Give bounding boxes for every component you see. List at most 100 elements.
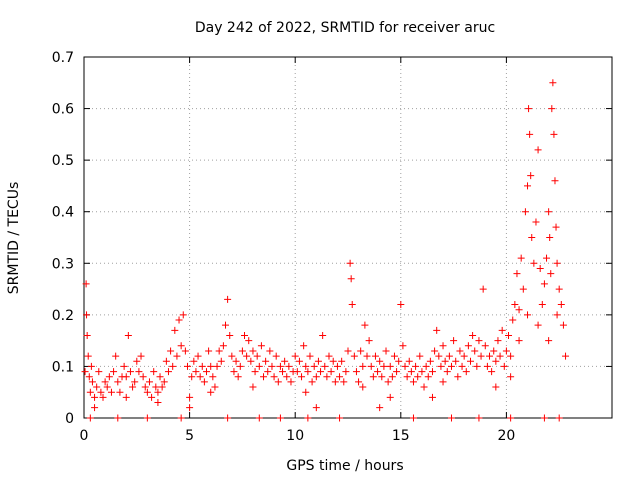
data-point — [545, 208, 553, 216]
data-point — [433, 326, 441, 334]
data-point — [562, 352, 570, 360]
data-point — [494, 337, 502, 345]
data-point — [116, 388, 124, 396]
data-point — [399, 342, 407, 350]
data-point — [177, 342, 185, 350]
data-point — [224, 414, 232, 422]
y-tick-label: 0.4 — [52, 205, 74, 221]
data-point — [502, 347, 510, 355]
data-point — [479, 285, 487, 293]
data-point — [439, 342, 447, 350]
y-tick-label: 0.6 — [52, 102, 74, 118]
data-point — [306, 352, 314, 360]
data-point — [283, 373, 291, 381]
data-point — [164, 368, 172, 376]
data-point — [105, 373, 113, 381]
data-point — [527, 172, 535, 180]
data-point — [302, 388, 310, 396]
data-point — [431, 347, 439, 355]
data-point — [236, 362, 244, 370]
data-point — [186, 393, 194, 401]
data-point — [238, 347, 246, 355]
data-point — [217, 357, 225, 365]
y-tick-label: 0.1 — [52, 359, 74, 375]
data-point — [262, 357, 270, 365]
data-point — [120, 362, 128, 370]
data-point — [344, 347, 352, 355]
data-point — [462, 368, 470, 376]
data-point — [524, 182, 532, 190]
data-point — [424, 373, 432, 381]
data-point — [376, 404, 384, 412]
data-point — [540, 414, 548, 422]
data-point — [207, 388, 215, 396]
data-point — [293, 368, 301, 376]
data-point — [557, 301, 565, 309]
data-point — [331, 378, 339, 386]
data-point — [298, 373, 306, 381]
data-point — [507, 352, 515, 360]
data-point — [486, 352, 494, 360]
data-point — [407, 368, 415, 376]
data-point — [249, 383, 257, 391]
data-point — [507, 373, 515, 381]
data-point — [350, 352, 358, 360]
data-point — [473, 362, 481, 370]
data-point — [475, 337, 483, 345]
data-point — [403, 373, 411, 381]
data-point — [555, 414, 563, 422]
data-point — [548, 105, 556, 113]
data-point — [228, 352, 236, 360]
y-tick-label: 0.5 — [52, 153, 74, 169]
data-point — [213, 362, 221, 370]
data-point — [534, 146, 542, 154]
data-point — [224, 295, 232, 303]
data-point — [196, 373, 204, 381]
data-point — [528, 234, 536, 241]
data-point — [139, 373, 147, 381]
data-point — [114, 414, 122, 422]
data-point — [511, 301, 519, 309]
data-point — [257, 342, 265, 350]
data-point — [546, 234, 554, 241]
data-point — [371, 352, 379, 360]
data-point — [543, 254, 551, 262]
data-point — [348, 301, 356, 309]
data-point — [414, 373, 422, 381]
data-point — [420, 383, 428, 391]
data-point — [445, 352, 453, 360]
data-point — [88, 378, 96, 386]
y-axis-label: SRMTID / TECUs — [6, 182, 22, 295]
data-point — [513, 270, 521, 278]
data-point — [319, 331, 327, 339]
data-point — [323, 373, 331, 381]
data-point — [437, 362, 445, 370]
data-point — [507, 414, 515, 422]
data-point — [524, 311, 532, 319]
data-point — [509, 316, 517, 324]
data-point — [559, 321, 567, 329]
data-point — [209, 373, 217, 381]
data-point — [496, 352, 504, 360]
data-point — [526, 130, 534, 138]
data-point — [342, 368, 350, 376]
data-point — [460, 352, 468, 360]
data-point — [355, 378, 363, 386]
data-point — [308, 378, 316, 386]
data-point — [304, 414, 312, 422]
data-point — [405, 357, 413, 365]
data-point — [492, 383, 500, 391]
data-point — [131, 378, 139, 386]
data-point — [91, 393, 99, 401]
data-point — [84, 352, 92, 360]
data-point — [363, 352, 371, 360]
data-point — [347, 275, 355, 283]
data-point — [232, 357, 240, 365]
data-point — [179, 311, 187, 319]
data-point — [194, 352, 202, 360]
data-point — [219, 342, 227, 350]
data-point — [276, 414, 284, 422]
data-point — [471, 347, 479, 355]
data-point — [352, 368, 360, 376]
